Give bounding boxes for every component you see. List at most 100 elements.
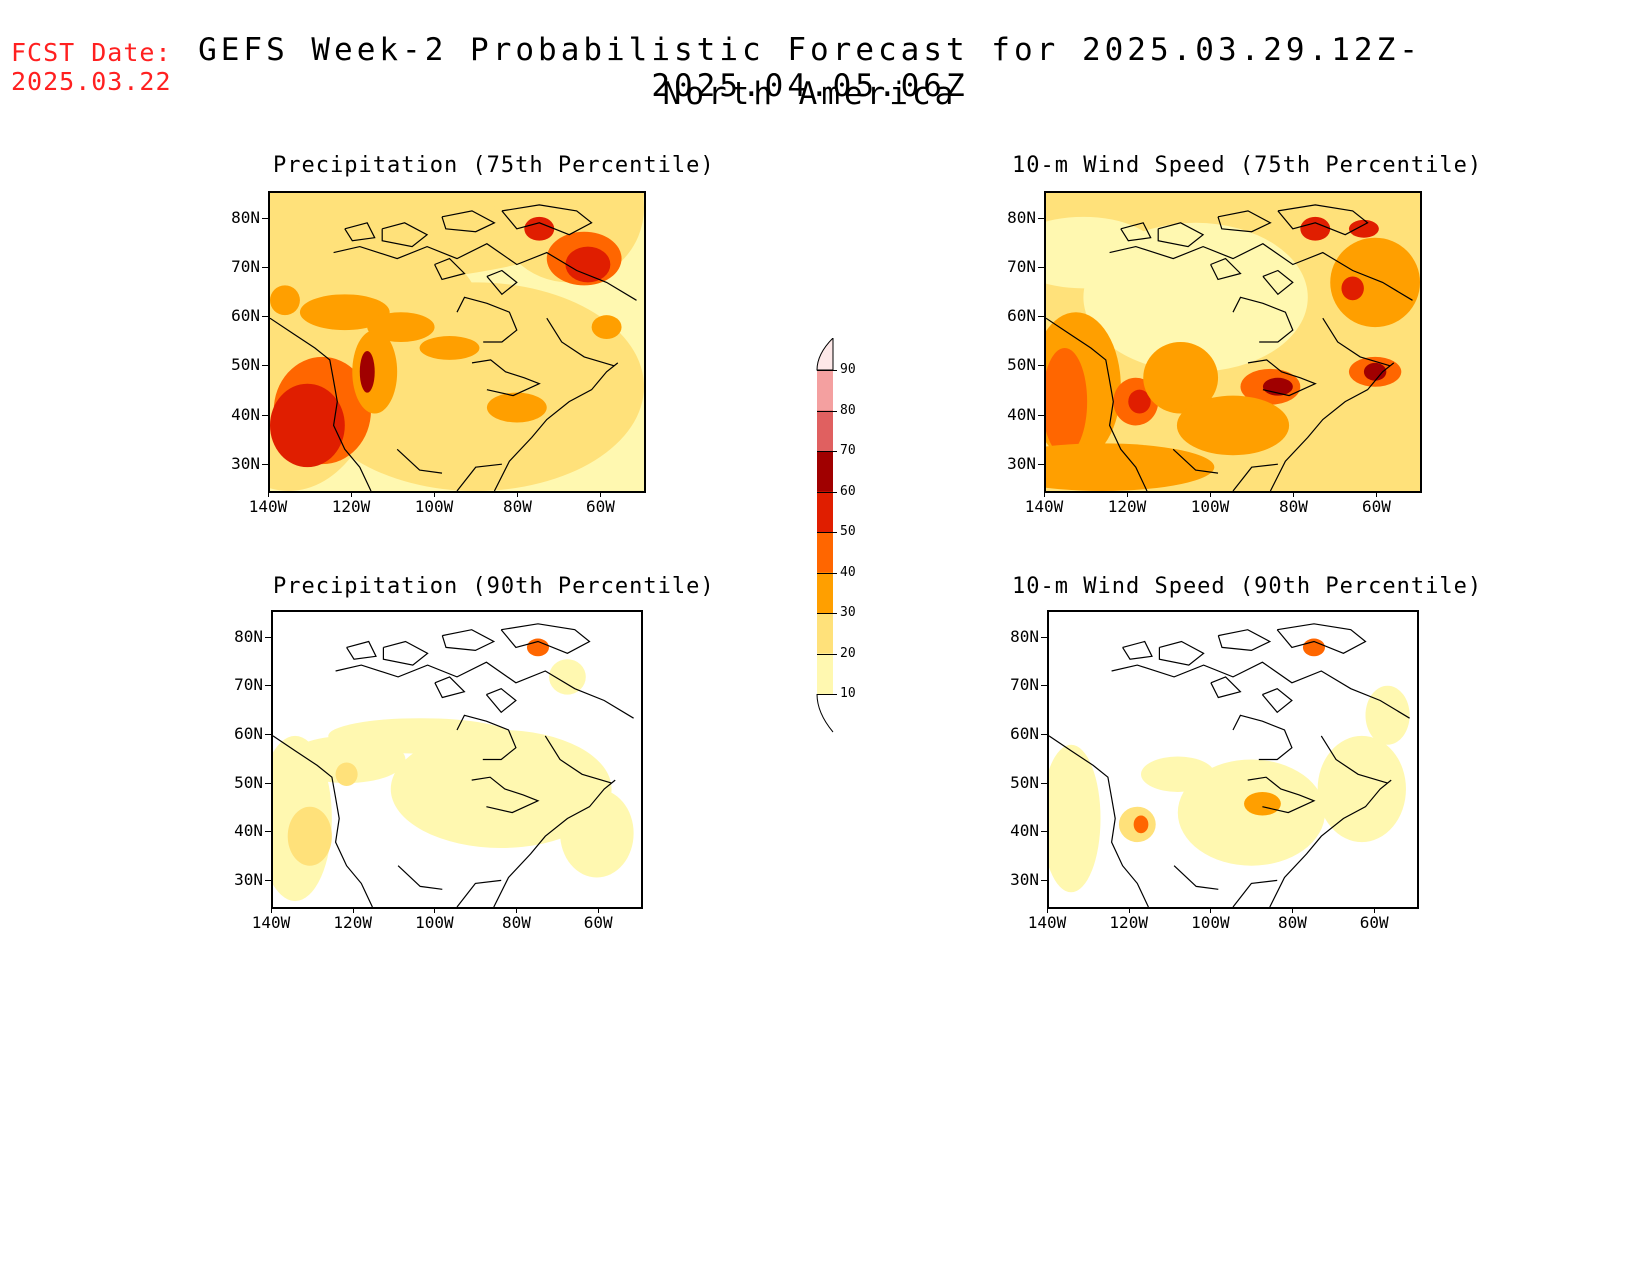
- lat-tick: [1041, 733, 1047, 735]
- colorbar-segment: [817, 410, 833, 451]
- lat-tick: [262, 316, 268, 318]
- coastline: [1172, 448, 1219, 474]
- lat-tick: [265, 636, 271, 638]
- lon-tick: [600, 491, 602, 497]
- lon-label: 120W: [1107, 497, 1147, 516]
- probability-contour: [565, 246, 611, 283]
- colorbar-tick: [817, 370, 837, 371]
- lat-tick: [265, 733, 271, 735]
- colorbar-segment: [817, 653, 833, 694]
- lon-label: 120W: [1109, 913, 1148, 932]
- lat-tick: [1041, 636, 1047, 638]
- lat-label: 50N: [234, 772, 263, 792]
- map-field: [270, 193, 644, 491]
- coastline: [1217, 210, 1272, 233]
- coastline: [1122, 640, 1153, 660]
- lon-label: 100W: [415, 913, 454, 932]
- colorbar-tick: [817, 532, 837, 533]
- coastline: [1120, 222, 1152, 242]
- coastline: [1046, 317, 1148, 491]
- coastline: [1247, 776, 1316, 814]
- lon-label: 140W: [248, 497, 288, 516]
- fcst-date: 2025.03.22: [11, 67, 172, 96]
- lat-label: 60N: [234, 723, 263, 743]
- colorbar-segment: [817, 370, 833, 411]
- coastline: [273, 735, 373, 907]
- colorbar-label: 80: [840, 402, 856, 418]
- coastline: [456, 463, 502, 491]
- page-subtitle: North America: [662, 76, 958, 112]
- colorbar-tick: [817, 491, 837, 493]
- probability-contour: [1365, 685, 1410, 745]
- colorbar-label: 70: [840, 443, 856, 458]
- coastline: [441, 629, 496, 652]
- lat-label: 80N: [231, 207, 260, 227]
- coastline: [493, 362, 619, 491]
- lat-label: 60N: [231, 306, 260, 326]
- probability-contour: [352, 330, 398, 414]
- coastline: [1322, 317, 1391, 367]
- page-title: GEFS Week-2 Probabilistic Forecast for 2…: [198, 32, 1422, 104]
- probability-contour: [419, 336, 480, 360]
- lon-tick: [1210, 907, 1212, 913]
- coastline: [1247, 359, 1317, 397]
- map-wind-90: [1047, 610, 1419, 909]
- lat-tick: [1038, 414, 1044, 416]
- colorbar-label: 20: [840, 645, 856, 661]
- lon-tick: [516, 907, 518, 913]
- coastline: [501, 204, 593, 236]
- colorbar-tick: [817, 613, 837, 614]
- coastline: [1232, 879, 1278, 907]
- coastline: [441, 210, 496, 233]
- lon-tick: [351, 491, 353, 497]
- coastline: [1111, 661, 1410, 719]
- colorbar-segment: [817, 451, 833, 492]
- lon-tick: [1044, 491, 1045, 497]
- probability-contour: [1363, 362, 1387, 381]
- lat-label: 30N: [231, 453, 260, 473]
- colorbar-segment: [817, 532, 833, 573]
- lat-tick: [1038, 266, 1044, 268]
- coastline: [1109, 243, 1413, 301]
- lon-tick: [598, 907, 600, 913]
- lon-tick: [517, 491, 519, 497]
- lat-label: 80N: [1007, 207, 1036, 227]
- probability-contour: [390, 730, 612, 848]
- lon-label: 80W: [1278, 913, 1307, 932]
- forecast-date-label: FCST Date: 2025.03.22: [11, 38, 172, 96]
- lat-tick: [1041, 685, 1047, 687]
- lat-label: 80N: [234, 626, 263, 646]
- coastline: [456, 879, 502, 907]
- panel-title-precip-75: Precipitation (75th Percentile): [273, 153, 715, 178]
- lon-label: 120W: [331, 497, 371, 516]
- probability-contour: [549, 659, 586, 695]
- lat-label: 70N: [1010, 675, 1039, 695]
- lat-label: 50N: [231, 355, 260, 375]
- map-field: [1046, 193, 1420, 491]
- probability-contour: [1176, 395, 1290, 456]
- lat-tick: [262, 414, 268, 416]
- lon-label: 100W: [1191, 913, 1230, 932]
- lon-label: 60W: [1362, 497, 1391, 516]
- lat-tick: [262, 463, 268, 465]
- probability-contour: [524, 216, 555, 241]
- lon-tick: [1374, 907, 1376, 913]
- lat-label: 60N: [1010, 723, 1039, 743]
- colorbar-tick: [817, 653, 837, 655]
- probability-contour: [1046, 443, 1215, 491]
- coastline: [1262, 269, 1294, 296]
- lon-tick: [1293, 491, 1295, 497]
- coastline: [333, 243, 637, 301]
- coastline: [544, 735, 612, 784]
- probability-contour: [335, 762, 358, 787]
- lat-label: 40N: [231, 404, 260, 424]
- lat-label: 50N: [1010, 772, 1039, 792]
- lat-label: 80N: [1010, 626, 1039, 646]
- colorbar-tick: [817, 451, 837, 452]
- probability-contour: [1128, 389, 1151, 414]
- probability-contour: [1133, 815, 1149, 834]
- coastline: [471, 776, 540, 814]
- colorbar-segment: [817, 572, 833, 613]
- lat-tick: [1038, 316, 1044, 318]
- lat-label: 40N: [234, 821, 263, 841]
